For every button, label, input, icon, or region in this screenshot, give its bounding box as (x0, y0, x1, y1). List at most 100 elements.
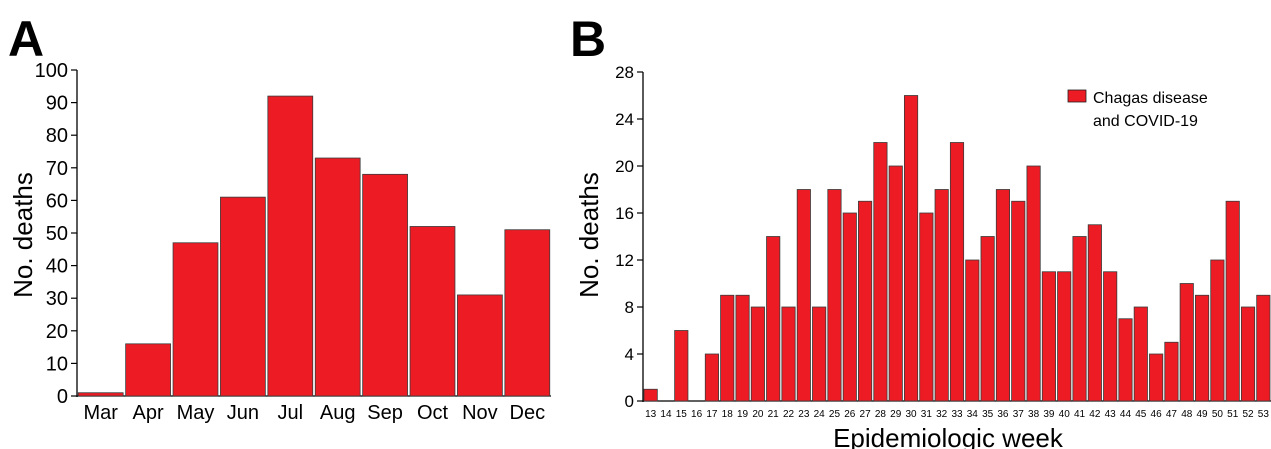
x-tick-label: 52 (1242, 409, 1254, 420)
x-tick-label: 41 (1074, 409, 1086, 420)
x-tick-label: 30 (905, 409, 917, 420)
bar (949, 142, 965, 402)
bar (1118, 318, 1133, 402)
bar (1041, 271, 1056, 402)
x-tick-label: Aug (320, 402, 356, 424)
y-tick-label: 0 (57, 386, 68, 408)
bar (1179, 283, 1194, 402)
bar (903, 95, 919, 402)
bar (735, 294, 750, 402)
x-tick-label: 45 (1135, 409, 1147, 420)
x-tick-label: 40 (1059, 409, 1071, 420)
chart-a-ylabel: No. deaths (8, 172, 38, 298)
x-tick-label: 15 (676, 409, 688, 420)
legend-label-line-2: and COVID-19 (1093, 113, 1198, 130)
x-tick-label: 14 (660, 409, 672, 420)
bar (796, 189, 811, 402)
y-tick-label: 40 (46, 256, 68, 278)
y-tick-label: 8 (625, 298, 634, 317)
chart-b-ylabel: No. deaths (574, 172, 604, 298)
bar (888, 165, 903, 402)
y-tick-label: 12 (615, 251, 634, 270)
bar (1225, 200, 1240, 402)
bar (125, 343, 171, 397)
bar (766, 236, 781, 402)
bar (704, 353, 719, 402)
bar (77, 392, 124, 397)
x-tick-label: 25 (829, 409, 841, 420)
x-tick-label: 53 (1258, 409, 1270, 420)
bar (457, 294, 503, 397)
y-tick-label: 10 (46, 353, 68, 375)
x-tick-label: May (177, 402, 215, 424)
x-tick-label: Apr (133, 402, 164, 424)
x-tick-label: 37 (1013, 409, 1025, 420)
x-tick-label: 24 (814, 409, 826, 420)
y-tick-label: 50 (46, 223, 68, 245)
x-tick-label: 28 (875, 409, 887, 420)
y-tick-label: 90 (46, 93, 68, 115)
x-tick-label: 39 (1043, 409, 1055, 420)
bar (1087, 224, 1102, 402)
bar (919, 212, 934, 402)
y-tick-label: 100 (35, 60, 68, 82)
bar (965, 259, 980, 402)
bar (842, 212, 857, 402)
y-tick-label: 4 (625, 345, 634, 364)
bar (1057, 271, 1072, 402)
bar (409, 226, 456, 397)
bar (1011, 200, 1026, 402)
bar (1164, 341, 1179, 402)
x-tick-label: 51 (1227, 409, 1239, 420)
chart-b-xlabel: Epidemiologic week (833, 423, 1064, 449)
x-tick-label: 49 (1197, 409, 1209, 420)
x-tick-label: Jul (278, 402, 304, 424)
x-tick-label: 34 (967, 409, 979, 420)
y-tick-label: 28 (615, 63, 634, 82)
bar (995, 189, 1011, 402)
bar (220, 196, 266, 397)
x-tick-label: 18 (722, 409, 734, 420)
bar (362, 173, 408, 397)
x-tick-label: 21 (768, 409, 780, 420)
y-tick-label: 0 (625, 392, 634, 411)
bar (781, 306, 796, 402)
y-tick-label: 16 (615, 204, 634, 223)
bar (1149, 353, 1164, 402)
x-tick-label: 27 (860, 409, 872, 420)
bar (643, 388, 658, 402)
bar (827, 189, 842, 402)
x-tick-label: 23 (798, 409, 810, 420)
x-tick-label: Dec (510, 402, 546, 424)
x-tick-label: 42 (1089, 409, 1101, 420)
bar (750, 306, 765, 402)
chart-a: 0 10 20 30 40 50 60 70 80 90 100 Mar Apr May Jun Jul Aug… (35, 60, 551, 424)
y-tick-label: 30 (46, 288, 68, 310)
bar (1240, 306, 1256, 402)
bar (674, 330, 689, 402)
x-tick-label: 32 (936, 409, 948, 420)
x-tick-label: 36 (997, 409, 1009, 420)
panel-a-letter: A (8, 11, 44, 67)
chart-b-legend: Chagas disease and COVID-19 (1067, 89, 1208, 130)
bar (980, 236, 995, 402)
x-tick-label: 19 (737, 409, 749, 420)
panel-b-letter: B (570, 11, 606, 67)
x-tick-label: Sep (367, 402, 403, 424)
y-tick-label: 70 (46, 158, 68, 180)
x-tick-label: 31 (921, 409, 933, 420)
x-tick-label: 17 (706, 409, 718, 420)
x-tick-label: 47 (1166, 409, 1178, 420)
bar (267, 95, 314, 397)
bar (812, 306, 827, 402)
x-tick-label: Oct (417, 402, 449, 424)
bar (1026, 165, 1041, 402)
y-tick-label: 20 (46, 321, 68, 343)
bar (1195, 294, 1210, 402)
bar (1133, 306, 1148, 402)
bar (858, 200, 873, 402)
y-tick-label: 20 (615, 157, 634, 176)
bar (720, 294, 735, 402)
y-tick-label: 80 (46, 125, 68, 147)
